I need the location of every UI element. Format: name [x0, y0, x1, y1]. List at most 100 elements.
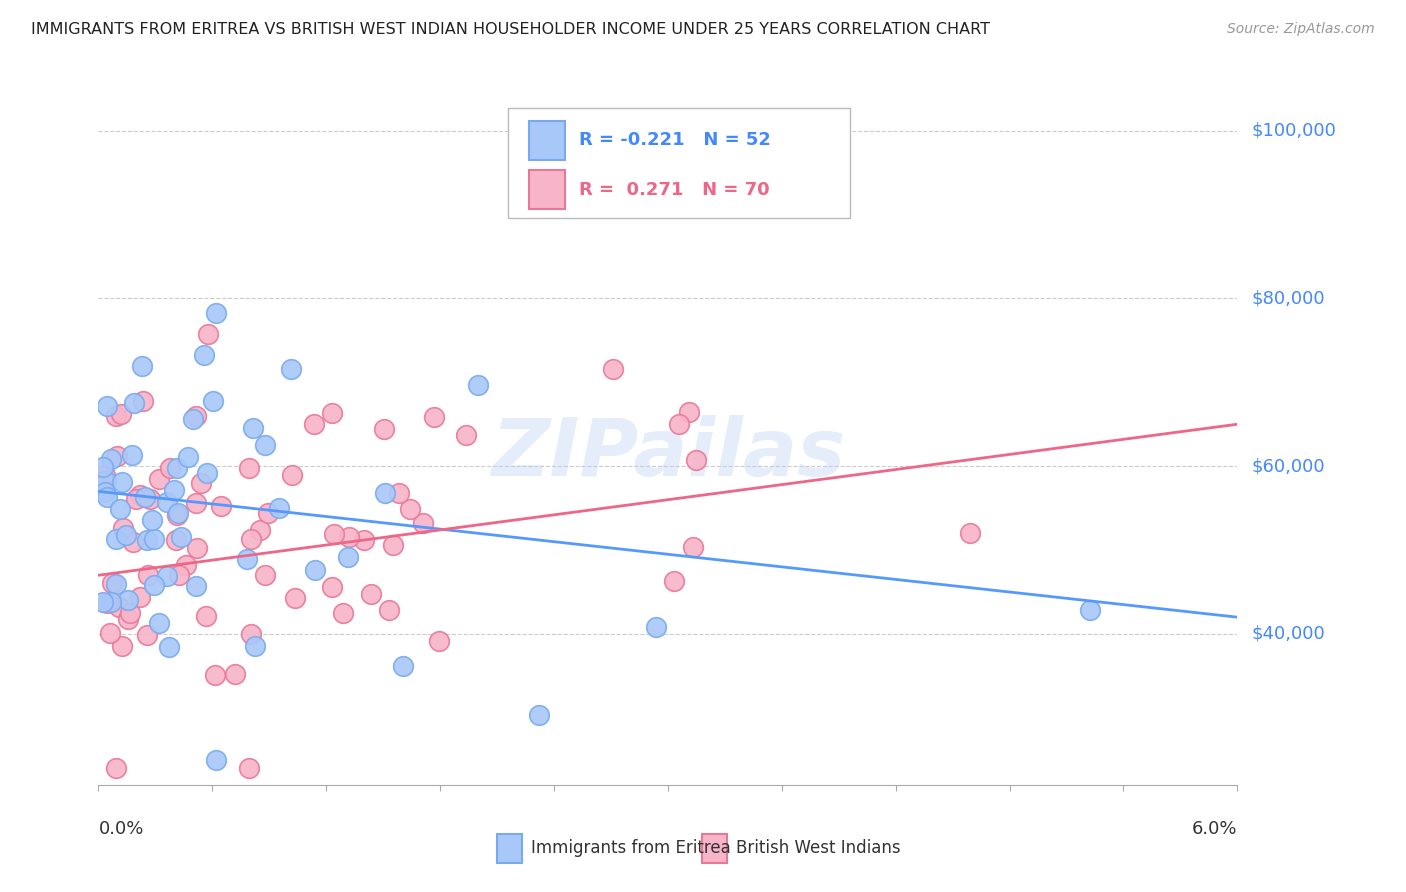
Point: [105, 532, 128, 546]
Text: $100,000: $100,000: [1251, 121, 1336, 140]
Point: [454, 427, 477, 442]
Point: [94, 475, 117, 489]
Point: [378, 603, 401, 617]
Point: [184, 579, 207, 593]
Point: [195, 466, 218, 480]
FancyBboxPatch shape: [529, 170, 565, 209]
Point: [332, 606, 354, 620]
Point: [645, 620, 668, 634]
Point: [685, 453, 707, 467]
Point: [93, 474, 115, 488]
Point: [105, 577, 128, 591]
Point: [142, 532, 165, 546]
Text: R = -0.221   N = 52: R = -0.221 N = 52: [579, 131, 770, 149]
Point: [117, 593, 139, 607]
FancyBboxPatch shape: [529, 120, 565, 160]
Point: [104, 409, 127, 424]
Point: [399, 502, 422, 516]
Point: [323, 526, 346, 541]
Point: [93, 484, 115, 499]
Text: ZIPailas: ZIPailas: [491, 415, 845, 492]
Text: Source: ZipAtlas.com: Source: ZipAtlas.com: [1227, 22, 1375, 37]
Point: [412, 516, 434, 531]
Point: [131, 393, 153, 408]
Point: [169, 568, 191, 582]
Point: [142, 578, 165, 592]
Point: [124, 396, 146, 410]
Point: [129, 590, 152, 604]
Point: [184, 409, 207, 424]
Point: [423, 410, 446, 425]
Point: [392, 659, 415, 673]
Point: [242, 421, 264, 435]
Point: [96, 490, 118, 504]
Point: [170, 530, 193, 544]
Point: [668, 417, 690, 431]
Point: [139, 492, 162, 507]
Point: [159, 461, 181, 475]
Point: [115, 528, 138, 542]
Point: [204, 753, 226, 767]
Point: [959, 526, 981, 541]
Point: [1078, 603, 1101, 617]
Point: [186, 541, 208, 555]
Point: [136, 533, 159, 547]
Point: [427, 634, 450, 648]
Point: [110, 407, 132, 421]
Point: [134, 490, 156, 504]
Point: [240, 532, 263, 546]
Point: [202, 394, 225, 409]
Point: [239, 627, 262, 641]
Point: [122, 535, 145, 549]
Point: [238, 761, 260, 775]
Point: [204, 306, 226, 320]
Point: [235, 552, 257, 566]
Point: [281, 467, 304, 482]
Point: [165, 533, 187, 547]
Point: [101, 576, 124, 591]
Point: [360, 587, 382, 601]
Point: [91, 595, 114, 609]
Point: [166, 461, 188, 475]
Point: [304, 563, 326, 577]
Point: [321, 406, 343, 420]
Point: [105, 761, 128, 775]
Text: British West Indians: British West Indians: [737, 839, 901, 857]
Point: [184, 496, 207, 510]
Point: [108, 599, 131, 614]
Point: [602, 362, 624, 376]
Point: [118, 607, 141, 621]
Point: [353, 533, 375, 548]
Text: IMMIGRANTS FROM ERITREA VS BRITISH WEST INDIAN HOUSEHOLDER INCOME UNDER 25 YEARS: IMMIGRANTS FROM ERITREA VS BRITISH WEST …: [31, 22, 990, 37]
Point: [111, 639, 134, 653]
Point: [197, 327, 219, 342]
Point: [166, 506, 188, 520]
Point: [190, 475, 212, 490]
Point: [249, 523, 271, 537]
Point: [209, 499, 232, 513]
Point: [148, 615, 170, 630]
Point: [162, 483, 184, 497]
Point: [254, 568, 277, 582]
Point: [155, 569, 177, 583]
Text: $80,000: $80,000: [1251, 289, 1324, 308]
Point: [96, 399, 118, 413]
Point: [121, 448, 143, 462]
Point: [193, 348, 215, 362]
Point: [156, 495, 179, 509]
Point: [388, 485, 411, 500]
Point: [267, 500, 290, 515]
Text: 6.0%: 6.0%: [1192, 821, 1237, 838]
Point: [678, 405, 700, 419]
Point: [136, 568, 159, 582]
Point: [224, 667, 246, 681]
Point: [91, 460, 114, 475]
Point: [257, 506, 280, 520]
Point: [284, 591, 307, 605]
Point: [194, 609, 217, 624]
Point: [204, 668, 226, 682]
Point: [243, 639, 266, 653]
Point: [174, 558, 197, 572]
Text: R =  0.271   N = 70: R = 0.271 N = 70: [579, 180, 769, 199]
Point: [105, 449, 128, 463]
